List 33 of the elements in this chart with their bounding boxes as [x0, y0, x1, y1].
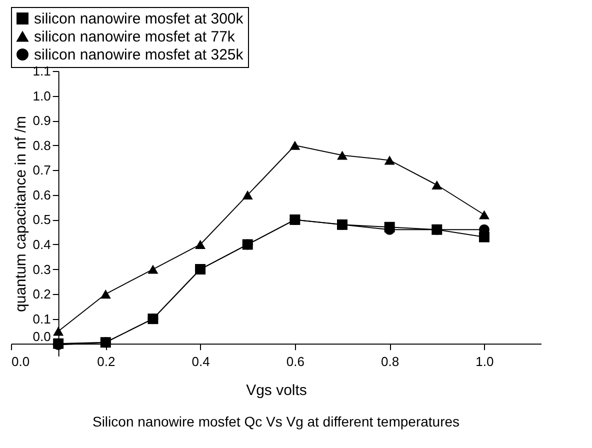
point — [337, 150, 348, 160]
x-tick-label: 1.0 — [476, 354, 494, 370]
y-tick-label: 0.4 — [32, 236, 51, 252]
x-tick-label: 0.0 — [12, 354, 30, 370]
y-tick-label: 0.5 — [32, 212, 51, 228]
legend-label: silicon nanowire mosfet at 325k — [34, 46, 244, 64]
x-tick-label: 0.8 — [381, 354, 400, 370]
y-tick-label: 0.3 — [32, 262, 51, 277]
y-tick-label: 0.9 — [32, 113, 51, 128]
point — [195, 240, 206, 250]
x-tick-label: 0.4 — [192, 354, 210, 370]
y-tick-label: 0.8 — [32, 138, 51, 153]
point — [478, 210, 490, 220]
point — [100, 290, 111, 299]
y-tick-label: 0.6 — [32, 187, 51, 202]
point — [53, 326, 64, 336]
y-tick-label: 0.2 — [32, 286, 51, 302]
point — [290, 140, 300, 150]
point — [242, 190, 253, 200]
point — [148, 264, 158, 274]
x-tick-label: 0.2 — [97, 354, 116, 370]
y-tick-label: 1.0 — [32, 88, 51, 104]
y-tick-label: 0.0 — [32, 329, 51, 344]
y-tick-label: 0.7 — [32, 162, 51, 178]
x-tick-label: 0.6 — [286, 354, 304, 370]
legend-label: silicon nanowire mosfet at 300k — [34, 10, 244, 28]
x-axis-title: Vgs volts — [246, 382, 307, 400]
y-axis-title: quantum capacitance in nf /m — [12, 116, 30, 312]
legend-label: silicon nanowire mosfet at 77k — [34, 28, 236, 46]
y-tick-label: 0.1 — [32, 311, 51, 326]
text: Silicon nanowire mosfet Qc Vs Vg at different temperatures — [92, 414, 460, 430]
point — [432, 180, 442, 190]
point — [384, 156, 395, 165]
